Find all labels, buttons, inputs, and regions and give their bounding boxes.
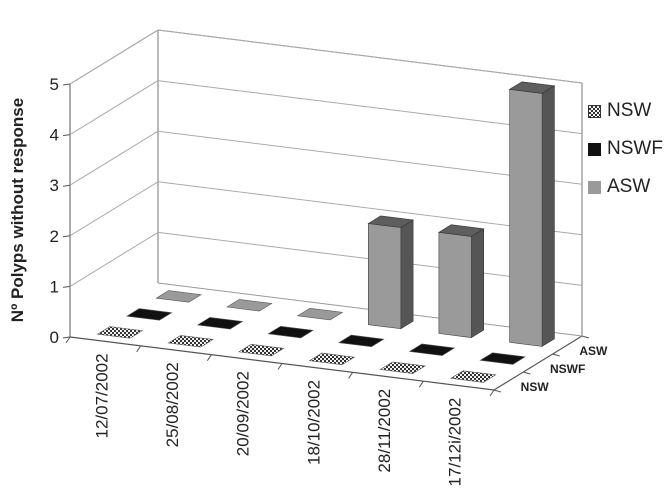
bar-asw-4 [438, 224, 485, 339]
legend-label-nsw: NSW [607, 100, 652, 121]
bar-nsw-0 [96, 326, 144, 339]
bar-side-face [471, 228, 485, 339]
y-tick-label: 4 [50, 126, 59, 145]
depth-tick-3 [581, 335, 590, 339]
chart-walls [69, 29, 583, 337]
gridlines [69, 29, 583, 287]
bar-flat-top [238, 343, 285, 357]
bar-flat-top [379, 361, 426, 374]
y-tick-label: 2 [50, 227, 59, 246]
gridline-side-2 [69, 181, 159, 237]
bar-side-face [400, 219, 414, 330]
bar-front-face [438, 231, 472, 338]
bar-flat-top [338, 334, 385, 348]
axis-labels: 0 1 2 3 4 5 12/07/2002 25/08/2002 20/09/2002 18/1… [8, 75, 608, 486]
legend: NSW NSWF ASW [588, 98, 663, 212]
y-tick-4 [62, 134, 71, 137]
y-tick-3 [62, 184, 71, 187]
x-tick-1 [136, 345, 142, 353]
bar-top-face [508, 81, 556, 94]
bar-flat-top [267, 325, 314, 339]
gridline-back-5 [157, 29, 583, 84]
bar-front-face [509, 88, 543, 347]
bar-flat-top [126, 308, 173, 321]
gridline-side-3 [69, 130, 159, 186]
bar-flat-top [408, 343, 456, 356]
bar-nswf-2 [267, 325, 314, 339]
depth-tick-2 [552, 353, 560, 357]
legend-item-nsw: NSW [588, 98, 663, 124]
bar-nsw-3 [308, 352, 356, 366]
x-tick-3 [277, 363, 283, 370]
bar-asw-3 [367, 215, 414, 330]
bar-nsw-2 [238, 343, 285, 357]
bar-nswf-0 [126, 308, 173, 321]
x-category-label: 18/10/2002 [304, 380, 323, 465]
depth-tick-0 [493, 389, 502, 393]
bar-side-face [541, 85, 555, 347]
bar-nswf-4 [408, 343, 456, 356]
x-category-label: 12/07/2002 [92, 353, 111, 438]
legend-swatch-nsw [588, 104, 601, 118]
x-tick-6 [489, 389, 495, 397]
bar-nsw-1 [167, 335, 214, 348]
bar-top-face [438, 224, 485, 237]
legend-item-asw: ASW [588, 174, 663, 200]
bar-flat-top [479, 352, 526, 365]
bar-flat-top [450, 370, 497, 383]
y-tick-label: 1 [50, 277, 59, 296]
bar-nswf-3 [338, 334, 385, 348]
depth-tick-1 [523, 371, 531, 375]
bar-asw-1 [226, 299, 273, 312]
bar-flat-top [155, 290, 202, 303]
y-tick-label: 3 [50, 176, 59, 195]
depth-axis-label: NSW [521, 380, 550, 394]
bar-nsw-5 [450, 370, 497, 383]
legend-label-nswf: NSWF [607, 138, 663, 159]
x-tick-5 [418, 380, 424, 388]
bar-flat-top [296, 307, 344, 321]
bar-top-face [367, 215, 414, 228]
x-tick-2 [206, 354, 212, 361]
y-axis-title: Nº Polyps without response [8, 98, 27, 322]
y-tick-5 [62, 83, 71, 86]
bar-nswf-1 [196, 317, 244, 330]
gridline-side-4 [69, 80, 159, 136]
depth-axis-label: NSWF [550, 362, 585, 376]
bar-flat-top [167, 335, 214, 348]
y-tick-1 [62, 285, 71, 288]
y-tick-label: 0 [50, 328, 59, 347]
bar-flat-top [308, 352, 356, 366]
x-tick-4 [348, 372, 354, 379]
bar-asw-5 [508, 81, 556, 347]
y-tick-2 [62, 235, 71, 238]
legend-item-nswf: NSWF [588, 136, 663, 162]
bar-flat-top [96, 326, 144, 339]
bar-asw-2 [296, 307, 344, 321]
y-tick-label: 5 [50, 75, 59, 94]
x-category-label: 20/09/2002 [234, 371, 253, 456]
bar-asw-0 [155, 290, 202, 303]
depth-axis-label: ASW [579, 344, 608, 358]
depth-axis-line [493, 335, 583, 391]
bar-nsw-4 [379, 361, 426, 374]
y-tick-0 [62, 336, 71, 339]
gridline-side-5 [69, 29, 159, 85]
gridline-side-1 [69, 231, 159, 287]
legend-label-asw: ASW [607, 176, 651, 197]
x-category-label: 28/11/2002 [375, 389, 394, 473]
bar-nswf-5 [479, 352, 526, 365]
x-tick-0 [65, 336, 71, 344]
x-category-label: 25/08/2002 [163, 362, 182, 447]
bar-front-face [367, 223, 402, 330]
bar-flat-top [226, 299, 273, 312]
data-marks [96, 81, 556, 383]
bar-flat-top [196, 317, 244, 330]
legend-swatch-nswf [588, 142, 601, 156]
legend-swatch-asw [588, 180, 601, 194]
x-category-label: 17/12i/2002 [446, 398, 465, 487]
